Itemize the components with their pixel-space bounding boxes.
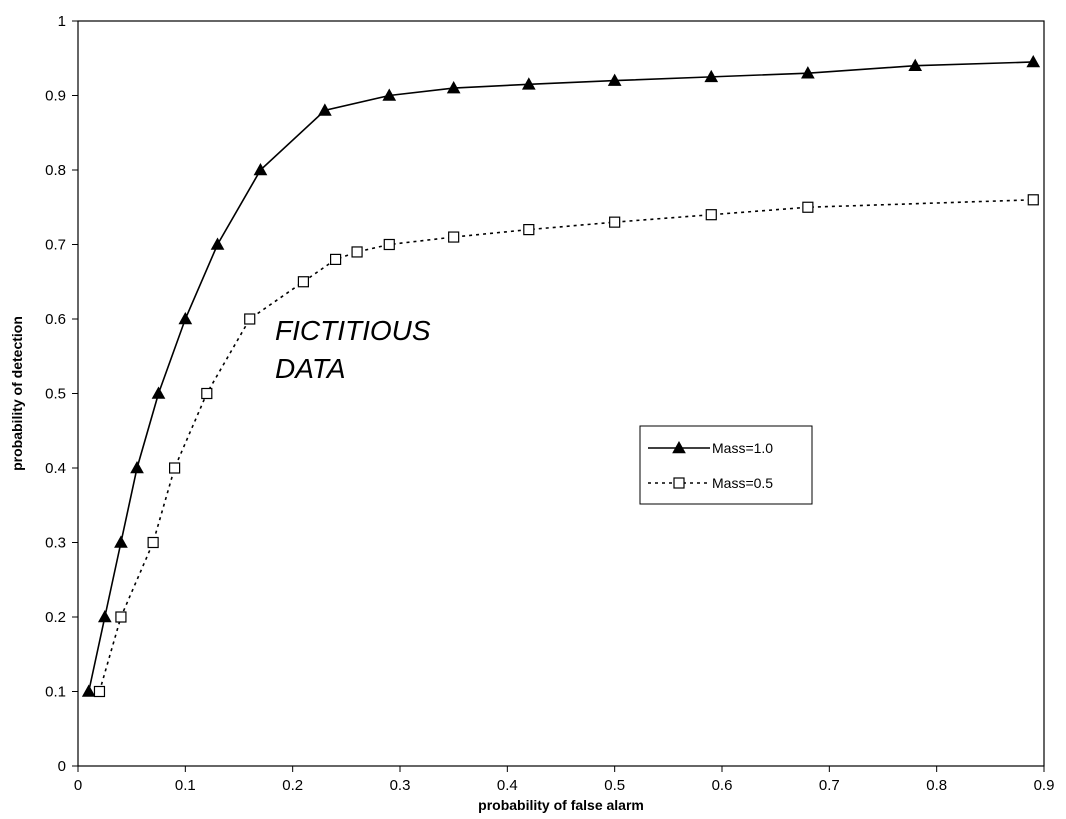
square-marker: [297, 276, 309, 288]
triangle-marker: [521, 77, 536, 90]
triangle-marker: [81, 684, 96, 697]
triangle-marker: [210, 237, 225, 250]
triangle-marker: [97, 609, 112, 623]
x-tick-label: 0.8: [926, 777, 947, 794]
legend-item-2: Mass=0.5: [648, 475, 773, 491]
x-tick-label: 0.4: [497, 777, 518, 794]
x-tick-label: 0.7: [819, 777, 840, 794]
legend-box: [639, 425, 813, 505]
triangle-marker: [446, 81, 461, 94]
square-marker: [383, 238, 395, 251]
square-marker: [705, 209, 717, 221]
y-tick-label: 0.9: [45, 88, 66, 105]
square-marker: [115, 611, 127, 623]
x-tick-label: 0: [74, 777, 82, 794]
triangle-marker: [672, 440, 686, 454]
x-tick-label: 0.5: [604, 777, 625, 794]
square-marker: [523, 224, 535, 236]
triangle-marker: [318, 103, 332, 116]
legend: Mass=1.0 Mass=0.5: [639, 425, 813, 505]
square-marker: [448, 231, 460, 243]
x-axis-ticks: 0 0.1 0.2 0.3 0.4 0.5 0.6 0.7 0.8 0.9: [74, 766, 1055, 794]
y-tick-label: 0.4: [45, 460, 66, 477]
triangle-marker: [178, 311, 193, 325]
triangle-marker: [801, 66, 815, 79]
y-tick-label: 0.2: [45, 609, 66, 626]
y-axis-title: probability of detection: [9, 316, 25, 471]
y-tick-label: 0.7: [45, 237, 66, 254]
x-tick-label: 0.9: [1034, 777, 1055, 794]
y-tick-label: 0.6: [45, 311, 66, 328]
square-marker: [802, 201, 814, 213]
plot-border: [77, 20, 1045, 767]
annotation-line-1: FICTITIOUS: [275, 315, 431, 346]
series-line: [87, 61, 1034, 692]
y-tick-label: 0.3: [45, 535, 66, 552]
square-marker: [330, 253, 342, 265]
legend-label: Mass=1.0: [712, 440, 773, 456]
triangle-marker: [382, 88, 397, 101]
y-axis-ticks: 0 0.1 0.2 0.3 0.4 0.5 0.6 0.7 0.8 0.9 1: [45, 13, 78, 775]
square-marker: [673, 477, 685, 489]
y-tick-label: 0.1: [45, 684, 66, 701]
triangle-marker: [1026, 54, 1041, 68]
series-2: [93, 194, 1039, 698]
x-tick-label: 0.3: [390, 777, 411, 794]
triangle-marker: [704, 69, 719, 83]
triangle-marker: [130, 460, 144, 474]
triangle-marker: [151, 386, 166, 399]
square-marker: [244, 313, 256, 325]
legend-item-1: Mass=1.0: [648, 440, 773, 456]
y-tick-label: 0.8: [45, 162, 66, 179]
square-marker: [169, 462, 181, 474]
y-tick-label: 1: [58, 13, 66, 30]
triangle-marker: [253, 162, 268, 176]
y-tick-label: 0.5: [45, 386, 66, 403]
plot-frame: [77, 20, 1045, 767]
square-marker: [1027, 194, 1039, 206]
series-1: [81, 54, 1041, 697]
triangle-marker: [114, 535, 128, 548]
x-tick-label: 0.6: [712, 777, 733, 794]
series-line: [98, 199, 1034, 692]
legend-label: Mass=0.5: [712, 475, 773, 491]
square-marker: [93, 685, 106, 698]
square-marker: [609, 216, 621, 228]
annotation-line-2: DATA: [275, 353, 346, 384]
triangle-marker: [908, 58, 923, 71]
square-marker: [201, 387, 213, 400]
y-tick-label: 0: [58, 758, 66, 775]
series-layer: [81, 54, 1041, 698]
square-marker: [147, 536, 159, 549]
x-axis-title: probability of false alarm: [478, 797, 644, 813]
x-tick-label: 0.1: [175, 777, 196, 794]
square-marker: [351, 246, 363, 258]
x-tick-label: 0.2: [282, 777, 303, 794]
triangle-marker: [607, 73, 622, 86]
